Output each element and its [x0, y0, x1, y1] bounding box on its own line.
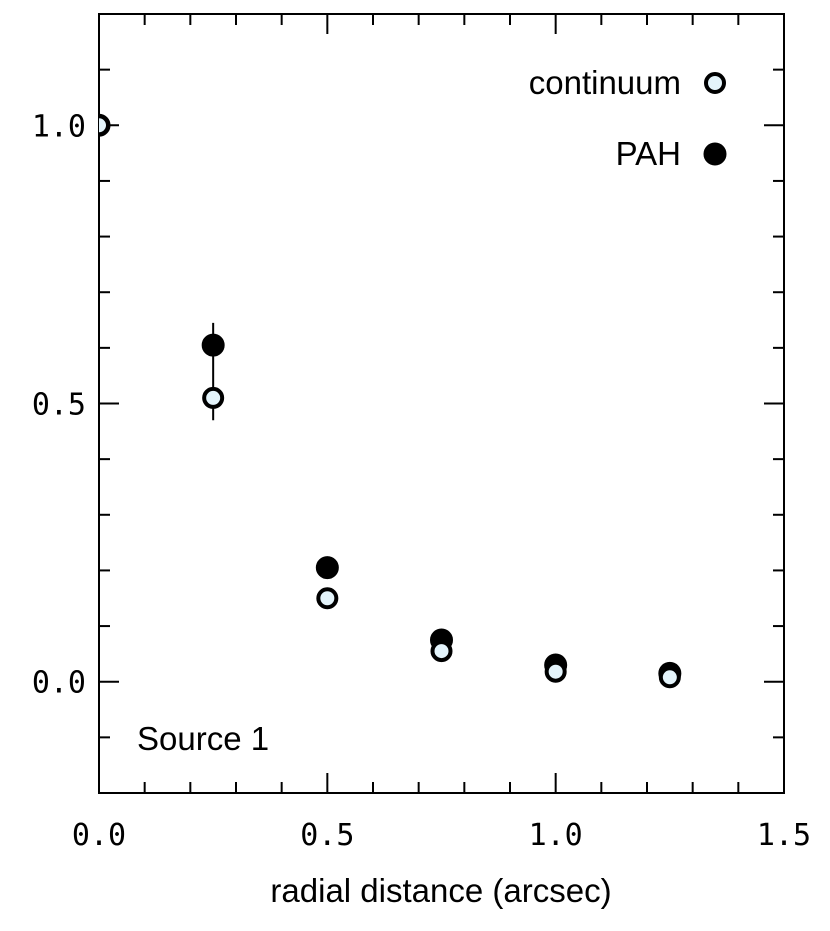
y-tick-label: 0.0	[32, 666, 86, 701]
pah-point	[201, 333, 225, 357]
x-tick-label: 1.5	[757, 818, 811, 853]
legend: continuum PAH	[529, 64, 727, 172]
legend-marker-pah	[703, 142, 727, 166]
legend-label-pah: PAH	[616, 135, 681, 172]
pah-point	[315, 556, 339, 580]
continuum-point	[316, 587, 339, 610]
x-tick-label: 0.0	[72, 818, 126, 853]
x-tick-label: 0.5	[300, 818, 354, 853]
continuum-point	[202, 386, 225, 409]
continuum-point	[658, 666, 681, 689]
plot-frame	[98, 13, 785, 794]
y-tick-label: 0.5	[32, 388, 86, 423]
x-tick-label: 1.0	[529, 818, 583, 853]
source-annotation: Source 1	[137, 720, 269, 757]
y-tick-label: 1.0	[32, 109, 86, 144]
continuum-point	[430, 640, 453, 663]
axis-ticks	[98, 13, 785, 794]
legend-marker-continuum	[704, 72, 726, 94]
continuum-point	[99, 114, 110, 137]
y-tick-labels: 0.0 0.5 1.0	[32, 109, 86, 700]
legend-label-continuum: continuum	[529, 64, 681, 101]
x-axis-title: radial distance (arcsec)	[270, 872, 611, 909]
continuum-point	[544, 660, 567, 683]
data-points	[99, 113, 682, 689]
x-tick-labels: 0.0 0.5 1.0 1.5	[72, 818, 811, 853]
